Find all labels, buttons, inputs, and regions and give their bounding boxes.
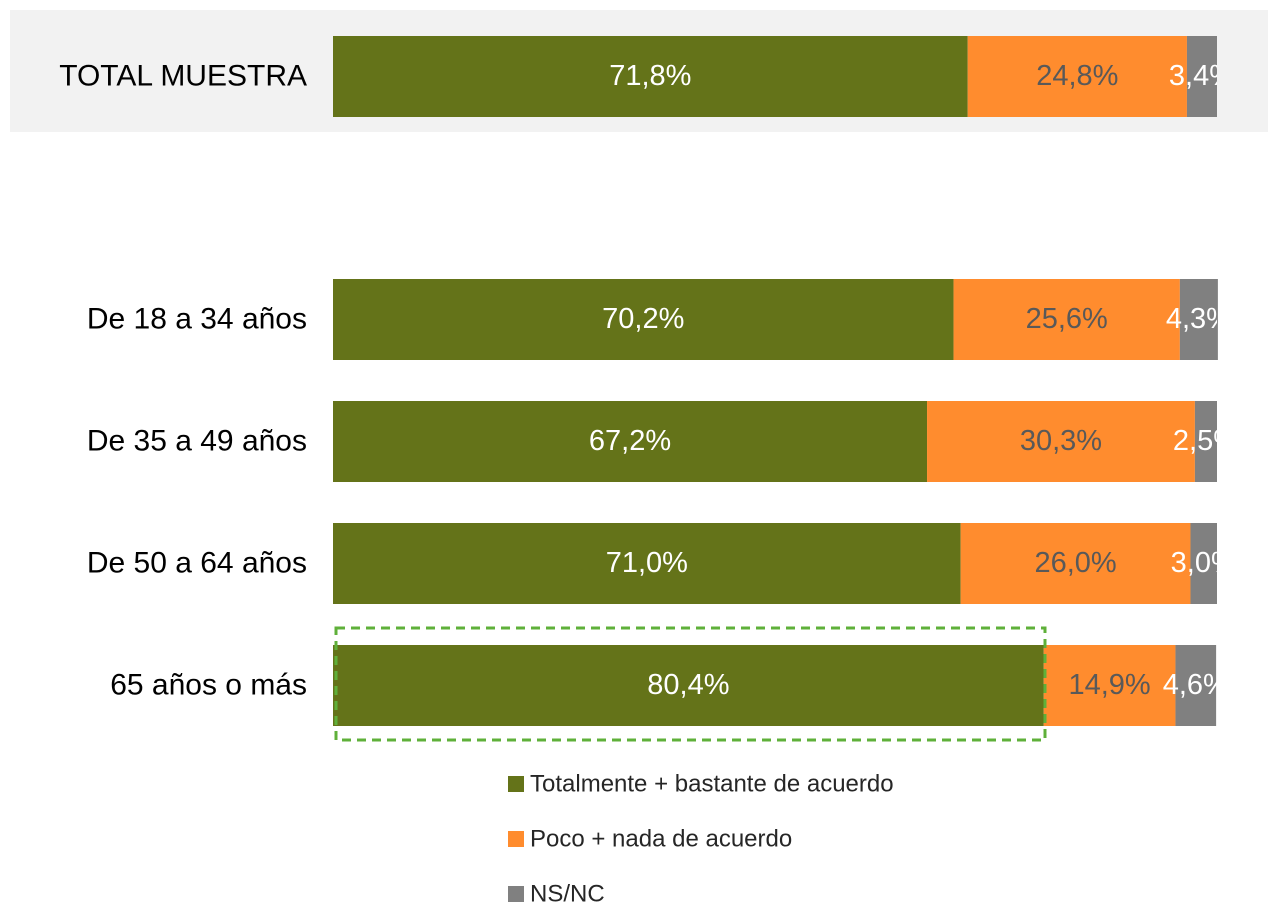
bar-segment [1186,36,1217,117]
category-label: De 50 a 64 años [87,546,307,579]
value-label: 80,4% [647,669,729,701]
legend-label: Poco + nada de acuerdo [530,825,792,852]
bar-segment [960,523,1191,604]
value-label: 71,0% [606,547,688,579]
bar-segment [1179,279,1218,360]
category-label: 65 años o más [110,668,307,701]
legend-label: Totalmente + bastante de acuerdo [530,770,894,797]
value-label: 4,6% [1163,669,1229,701]
bars [333,36,1218,726]
highlight-box [334,626,1047,742]
value-label: 14,9% [1068,669,1150,701]
bar-segment [1043,645,1176,726]
value-label: 70,2% [602,303,684,335]
bar-segment [953,279,1180,360]
legend: Totalmente + bastante de acuerdo Poco + n… [508,770,894,902]
category-label: TOTAL MUESTRA [59,59,307,92]
legend-swatch [508,886,524,902]
bar-segment [927,401,1195,482]
bar-segment [333,279,954,360]
value-labels: 71,8% 24,8% 3,4% 70,2% 25,6% 4,3% 67,2% 30,3% 2,… [589,60,1239,701]
bar-segment [1190,523,1217,604]
bar-segment [333,645,1044,726]
value-label: 3,0% [1171,547,1237,579]
value-label: 30,3% [1020,425,1102,457]
value-label: 3,4% [1169,60,1235,92]
bar-segment [333,401,928,482]
value-label: 25,6% [1026,303,1108,335]
bar-segment [333,36,968,117]
value-label: 24,8% [1036,60,1118,92]
legend-swatch [508,831,524,847]
value-label: 67,2% [589,425,671,457]
bar-segment [967,36,1187,117]
value-label: 26,0% [1034,547,1116,579]
bar-segment [1175,645,1217,726]
category-label: De 18 a 34 años [87,302,307,335]
legend-label: NS/NC [530,880,605,902]
value-label: 71,8% [609,60,691,92]
category-label: De 35 a 49 años [87,424,307,457]
bar-segment [333,523,961,604]
value-label: 4,3% [1166,303,1232,335]
legend-swatch [508,776,524,792]
value-label: 2,5% [1173,425,1239,457]
bar-segment [1194,401,1217,482]
